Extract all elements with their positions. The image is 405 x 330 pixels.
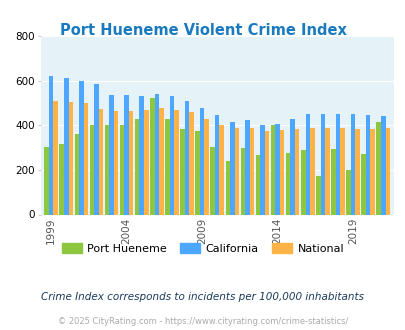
Bar (159, 108, 163, 214)
Bar (300, 150, 305, 214)
Bar (339, 128, 344, 214)
Bar (240, 148, 245, 214)
Bar (109, 95, 113, 214)
Bar (124, 95, 129, 214)
Bar (119, 125, 124, 214)
Bar (94, 84, 98, 214)
Bar (270, 125, 275, 214)
Bar (230, 122, 234, 214)
Bar (279, 130, 283, 214)
Bar (98, 109, 103, 214)
Bar (285, 153, 290, 214)
Bar (369, 129, 374, 214)
Bar (350, 114, 354, 214)
Bar (309, 128, 314, 214)
Bar (90, 125, 94, 214)
Bar (330, 149, 335, 214)
Bar (385, 128, 389, 214)
Bar (365, 115, 369, 214)
Bar (204, 119, 209, 214)
Bar (49, 76, 53, 215)
Bar (144, 110, 148, 214)
Bar (44, 147, 49, 214)
Bar (380, 116, 385, 214)
Bar (53, 101, 58, 214)
Bar (294, 129, 299, 214)
Bar (264, 131, 269, 214)
Bar (129, 111, 133, 214)
Legend: Port Hueneme, California, National: Port Hueneme, California, National (57, 239, 348, 258)
Bar (315, 176, 320, 214)
Bar (195, 131, 199, 214)
Bar (375, 122, 380, 214)
Bar (113, 111, 118, 214)
Bar (134, 119, 139, 214)
Bar (255, 155, 260, 214)
Bar (345, 170, 350, 215)
Bar (174, 110, 178, 214)
Bar (234, 128, 239, 214)
Bar (210, 147, 214, 214)
Bar (150, 98, 154, 214)
Bar (199, 108, 204, 214)
Bar (225, 161, 230, 214)
Bar (189, 113, 193, 214)
Bar (320, 114, 324, 214)
Bar (104, 125, 109, 214)
Bar (219, 125, 224, 214)
Bar (165, 119, 169, 214)
Bar (290, 119, 294, 214)
Bar (64, 78, 68, 214)
Bar (275, 124, 279, 214)
Bar (245, 120, 249, 214)
Bar (68, 102, 73, 214)
Bar (75, 134, 79, 214)
Bar (139, 96, 144, 214)
Bar (214, 115, 219, 214)
Bar (154, 94, 159, 214)
Bar (305, 114, 309, 214)
Bar (335, 114, 339, 214)
Text: Port Hueneme Violent Crime Index: Port Hueneme Violent Crime Index (60, 23, 345, 38)
Bar (83, 103, 88, 214)
Text: Crime Index corresponds to incidents per 100,000 inhabitants: Crime Index corresponds to incidents per… (41, 292, 364, 302)
Bar (79, 81, 83, 214)
Text: © 2025 CityRating.com - https://www.cityrating.com/crime-statistics/: © 2025 CityRating.com - https://www.city… (58, 317, 347, 326)
Bar (169, 96, 174, 214)
Bar (59, 144, 64, 214)
Bar (180, 129, 184, 214)
Bar (249, 128, 254, 214)
Bar (354, 129, 359, 214)
Bar (260, 125, 264, 214)
Bar (360, 154, 365, 214)
Bar (324, 128, 329, 214)
Bar (184, 101, 189, 214)
